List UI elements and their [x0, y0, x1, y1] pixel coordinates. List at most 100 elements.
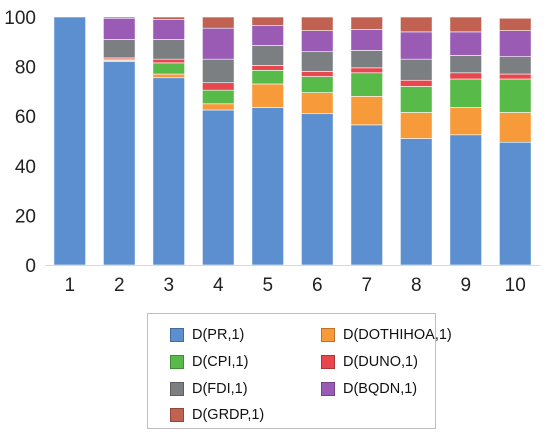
bar-segment-4-cat-10 [499, 73, 532, 80]
bar-segment-2-cat-9 [449, 107, 482, 136]
x-tick-label: 8 [411, 275, 422, 296]
bar-segment-1-cat-2 [103, 61, 136, 266]
bar-segment-3-cat-9 [449, 78, 482, 108]
bar-segment-2-cat-6 [301, 92, 334, 115]
legend-swatch [321, 382, 335, 396]
legend-label: D(DOTHIHOA,1) [343, 327, 452, 343]
bar-segment-7-cat-8 [400, 16, 433, 33]
legend-item: D(DUNO,1) [321, 352, 418, 372]
bar-segment-6-cat-4 [202, 27, 235, 60]
bar-segment-6-cat-10 [499, 30, 532, 57]
bar-segment-4-cat-3 [152, 58, 185, 64]
x-tick-label: 2 [114, 275, 125, 296]
legend-label: D(GRDP,1) [192, 407, 265, 423]
x-axis-ticks: 1 2 3 4 5 6 7 8 9 10 [64, 275, 525, 296]
bar-segment-5-cat-10 [499, 56, 532, 75]
bar-segment-6-cat-5 [251, 25, 284, 46]
x-tick-label: 10 [505, 275, 526, 296]
bar-segment-7-cat-3 [152, 16, 185, 20]
bar-segment-7-cat-10 [499, 17, 532, 31]
bar-segment-1-cat-5 [251, 107, 284, 266]
bar-segment-2-cat-4 [202, 103, 235, 111]
legend-swatch [170, 382, 184, 396]
y-tick-label: 60 [15, 107, 36, 128]
legend-label: D(DUNO,1) [343, 354, 418, 370]
legend-item: D(DOTHIHOA,1) [321, 325, 452, 345]
bar-segment-4-cat-5 [251, 65, 284, 71]
bar-segment-3-cat-10 [499, 78, 532, 113]
bar-segment-2-cat-10 [499, 112, 532, 143]
bar-segment-1-cat-3 [152, 77, 185, 266]
bar-segment-6-cat-2 [103, 17, 136, 40]
x-tick-label: 7 [361, 275, 372, 296]
bar-segment-1-cat-4 [202, 109, 235, 266]
bar-segment-7-cat-9 [449, 16, 482, 33]
legend-swatch [170, 355, 184, 369]
bar-segment-2-cat-3 [152, 73, 185, 79]
x-tick-label: 5 [262, 275, 273, 296]
legend-swatch [321, 355, 335, 369]
bar-segment-5-cat-8 [400, 58, 433, 81]
y-tick-label: 0 [25, 256, 36, 277]
bar-segment-5-cat-9 [449, 55, 482, 74]
bar-segment-1-cat-1 [53, 16, 86, 266]
bar-segment-7-cat-5 [251, 16, 284, 26]
bar-segment-5-cat-2 [103, 39, 136, 59]
legend-item: D(BQDN,1) [321, 379, 417, 399]
bar-segment-4-cat-4 [202, 82, 235, 91]
bar-segment-4-cat-6 [301, 71, 334, 77]
y-tick-label: 20 [15, 206, 36, 227]
legend-item: D(CPI,1) [170, 352, 248, 372]
bar-segment-1-cat-7 [350, 124, 383, 266]
bar-segment-3-cat-8 [400, 86, 433, 113]
x-tick-label: 6 [312, 275, 323, 296]
bar-segment-6-cat-9 [449, 31, 482, 56]
bar-area [53, 16, 532, 266]
bar-segment-3-cat-4 [202, 89, 235, 105]
bar-segment-5-cat-5 [251, 45, 284, 66]
legend-swatch [170, 328, 184, 342]
bar-segment-6-cat-8 [400, 31, 433, 60]
x-tick-label: 3 [163, 275, 174, 296]
bar-segment-5-cat-6 [301, 51, 334, 72]
legend-label: D(BQDN,1) [343, 381, 418, 397]
x-tick-label: 4 [213, 275, 224, 296]
bar-segment-2-cat-8 [400, 112, 433, 139]
bar-segment-2-cat-5 [251, 83, 284, 108]
y-tick-label: 40 [15, 157, 36, 178]
y-tick-label: 80 [15, 58, 36, 79]
legend-item: D(FDI,1) [170, 379, 248, 399]
x-tick-label: 9 [460, 275, 471, 296]
bar-segment-1-cat-10 [499, 141, 532, 266]
legend-swatch [170, 408, 184, 422]
x-tick-label: 1 [64, 275, 75, 296]
y-axis-ticks: 0 20 40 60 80 100 [4, 8, 36, 277]
bar-segment-3-cat-5 [251, 70, 284, 85]
legend-item: D(GRDP,1) [170, 405, 264, 425]
bar-segment-7-cat-2 [103, 16, 136, 19]
bar-segment-5-cat-4 [202, 58, 235, 84]
legend-label: D(CPI,1) [192, 354, 249, 370]
legend-label: D(PR,1) [192, 327, 245, 343]
bar-segment-1-cat-8 [400, 138, 433, 266]
bar-segment-3-cat-7 [350, 72, 383, 97]
legend-swatch [321, 328, 335, 342]
bar-segment-6-cat-3 [152, 19, 185, 40]
bar-segment-4-cat-8 [400, 79, 433, 87]
bar-segment-5-cat-3 [152, 39, 185, 60]
bar-segment-7-cat-7 [350, 16, 383, 30]
bar-segment-4-cat-7 [350, 67, 383, 74]
stacked-bar-chart: 0 20 40 60 80 100 1 2 3 4 5 6 7 8 9 10 [4, 8, 540, 296]
bar-segment-6-cat-6 [301, 30, 334, 53]
y-tick-label: 100 [4, 8, 36, 29]
bar-segment-6-cat-7 [350, 29, 383, 51]
bar-segment-4-cat-9 [449, 72, 482, 80]
bar-segment-5-cat-7 [350, 50, 383, 69]
bar-segment-2-cat-7 [350, 96, 383, 126]
bar-segment-3-cat-3 [152, 62, 185, 75]
bar-segment-1-cat-6 [301, 113, 334, 266]
bar-segment-3-cat-6 [301, 76, 334, 93]
bar-segment-1-cat-9 [449, 134, 482, 266]
legend-label: D(FDI,1) [192, 381, 248, 397]
bar-segment-7-cat-6 [301, 16, 334, 31]
